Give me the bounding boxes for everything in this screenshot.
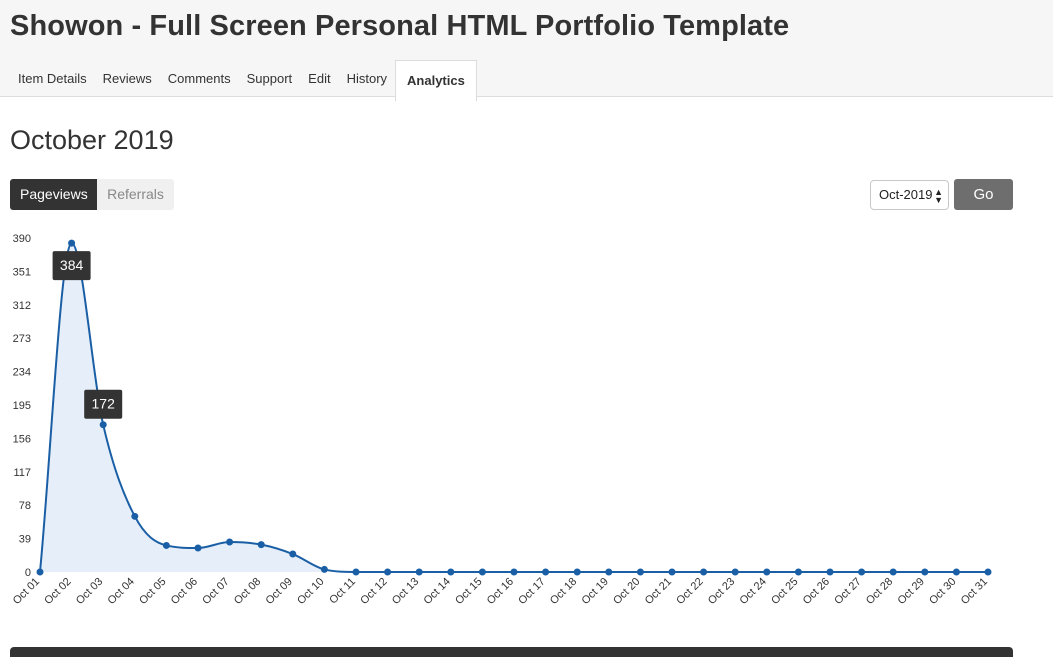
- data-point: [36, 568, 44, 576]
- tooltip-label: 384: [60, 257, 84, 273]
- data-point: [478, 568, 486, 576]
- x-tick-label: Oct 18: [548, 576, 579, 607]
- x-tick-label: Oct 09: [264, 576, 295, 607]
- data-point: [447, 568, 455, 576]
- data-point: [668, 568, 676, 576]
- data-point: [826, 568, 834, 576]
- data-point: [605, 568, 613, 576]
- item-title: Showon - Full Screen Personal HTML Portf…: [10, 10, 790, 42]
- x-tick-label: Oct 08: [232, 576, 263, 607]
- x-tick-label: Oct 23: [706, 576, 737, 607]
- x-tick-label: Oct 11: [327, 576, 358, 607]
- data-point: [194, 544, 202, 552]
- x-tick-label: Oct 19: [580, 576, 611, 607]
- data-point: [384, 568, 392, 576]
- item-header: Showon - Full Screen Personal HTML Portf…: [0, 0, 1053, 101]
- x-tick-label: Oct 15: [453, 576, 484, 607]
- data-point: [68, 239, 76, 247]
- x-tick-label: Oct 31: [959, 576, 990, 607]
- tooltip-box: [84, 389, 123, 419]
- page-title: October 2019: [10, 125, 174, 155]
- metric-toggle: Pageviews Referrals: [10, 179, 174, 210]
- data-point: [984, 568, 992, 576]
- x-tick-label: Oct 26: [801, 576, 832, 607]
- y-tick-label: 351: [13, 266, 31, 278]
- x-tick-label: Oct 01: [11, 576, 42, 607]
- tooltip-label: 172: [92, 396, 116, 412]
- tab-edit[interactable]: Edit: [308, 71, 331, 86]
- tab-reviews[interactable]: Reviews: [102, 71, 152, 86]
- x-tick-label: Oct 14: [422, 576, 453, 607]
- data-point: [226, 538, 234, 546]
- x-tick-label: Oct 06: [169, 576, 200, 607]
- month-select[interactable]: Oct-2019 ▲ ▼: [870, 180, 949, 210]
- x-tick-label: Oct 10: [295, 576, 326, 607]
- series-area: [40, 243, 988, 572]
- data-point: [794, 568, 802, 576]
- data-point: [952, 568, 960, 576]
- y-tick-label: 117: [13, 467, 31, 479]
- x-tick-label: Oct 13: [390, 576, 421, 607]
- tab-history[interactable]: History: [346, 71, 388, 86]
- data-point: [921, 568, 929, 576]
- y-tick-label: 195: [13, 400, 31, 412]
- month-select-value: Oct-2019: [879, 187, 933, 202]
- x-tick-label: Oct 05: [137, 576, 168, 607]
- referrals-button[interactable]: Referrals: [97, 179, 174, 210]
- x-tick-label: Oct 20: [611, 576, 642, 607]
- item-tabs: Item Details Reviews Comments Support Ed…: [0, 60, 477, 101]
- data-point: [131, 512, 139, 520]
- data-point: [415, 568, 423, 576]
- x-tick-label: Oct 07: [200, 576, 231, 607]
- x-tick-label: Oct 27: [832, 576, 863, 607]
- data-point: [573, 568, 581, 576]
- x-tick-label: Oct 17: [516, 576, 547, 607]
- x-tick-label: Oct 04: [106, 576, 137, 607]
- x-tick-label: Oct 02: [42, 576, 73, 607]
- tab-comments[interactable]: Comments: [167, 71, 231, 86]
- footer-bar: [10, 647, 1013, 657]
- x-tick-label: Oct 21: [643, 576, 674, 607]
- data-point: [636, 568, 644, 576]
- data-point: [352, 568, 360, 576]
- data-point: [162, 541, 170, 549]
- data-point: [289, 550, 297, 558]
- x-tick-label: Oct 16: [485, 576, 516, 607]
- tab-analytics[interactable]: Analytics: [395, 60, 477, 101]
- x-tick-label: Oct 30: [927, 576, 958, 607]
- x-tick-label: Oct 28: [864, 576, 895, 607]
- x-tick-label: Oct 22: [674, 576, 705, 607]
- y-tick-label: 0: [25, 567, 31, 579]
- series-line: [39, 242, 988, 573]
- y-tick-label: 78: [19, 500, 31, 512]
- y-tick-label: 273: [13, 333, 31, 345]
- select-arrows-icon: ▲ ▼: [934, 187, 943, 205]
- data-point: [763, 568, 771, 576]
- x-tick-label: Oct 24: [738, 576, 769, 607]
- data-point: [542, 568, 550, 576]
- pageviews-button[interactable]: Pageviews: [10, 179, 97, 210]
- y-tick-label: 390: [13, 233, 31, 245]
- tooltip-box: [52, 251, 91, 281]
- tab-support[interactable]: Support: [246, 71, 293, 86]
- x-tick-label: Oct 12: [358, 576, 389, 607]
- data-point: [700, 568, 708, 576]
- x-tick-label: Oct 03: [74, 576, 105, 607]
- data-point: [99, 421, 107, 429]
- data-point: [320, 565, 328, 573]
- go-button[interactable]: Go: [954, 179, 1013, 210]
- x-tick-label: Oct 29: [896, 576, 927, 607]
- y-tick-label: 156: [13, 433, 31, 445]
- y-tick-label: 312: [13, 300, 31, 312]
- data-point: [731, 568, 739, 576]
- data-point: [889, 568, 897, 576]
- tab-item-details[interactable]: Item Details: [18, 71, 87, 86]
- x-tick-label: Oct 25: [769, 576, 800, 607]
- y-tick-label: 39: [19, 534, 31, 546]
- data-point: [257, 541, 265, 549]
- data-point: [858, 568, 866, 576]
- data-point: [510, 568, 518, 576]
- y-tick-label: 234: [13, 367, 31, 379]
